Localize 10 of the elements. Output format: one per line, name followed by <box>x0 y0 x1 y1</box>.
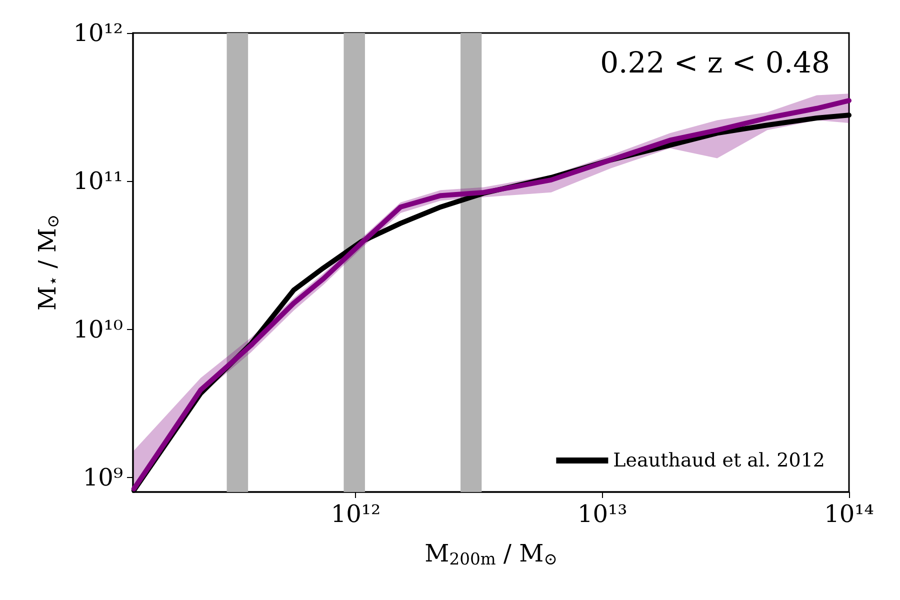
x-tick-label: 10¹⁴ <box>824 500 874 528</box>
x-tick-label: 10¹³ <box>577 500 628 528</box>
x-tick-label: 10¹² <box>330 500 381 528</box>
y-tick-label: 10⁹ <box>82 464 124 492</box>
y-tick-label: 10¹⁰ <box>73 315 123 344</box>
annotation: 0.22 < z < 0.48 <box>600 46 830 80</box>
legend-label: Leauthaud et al. 2012 <box>613 450 826 472</box>
y-tick-label: 10¹² <box>73 19 123 47</box>
y-axis-title: M⋆ / M⊙ <box>34 214 62 311</box>
y-tick-label: 10¹¹ <box>73 167 123 196</box>
